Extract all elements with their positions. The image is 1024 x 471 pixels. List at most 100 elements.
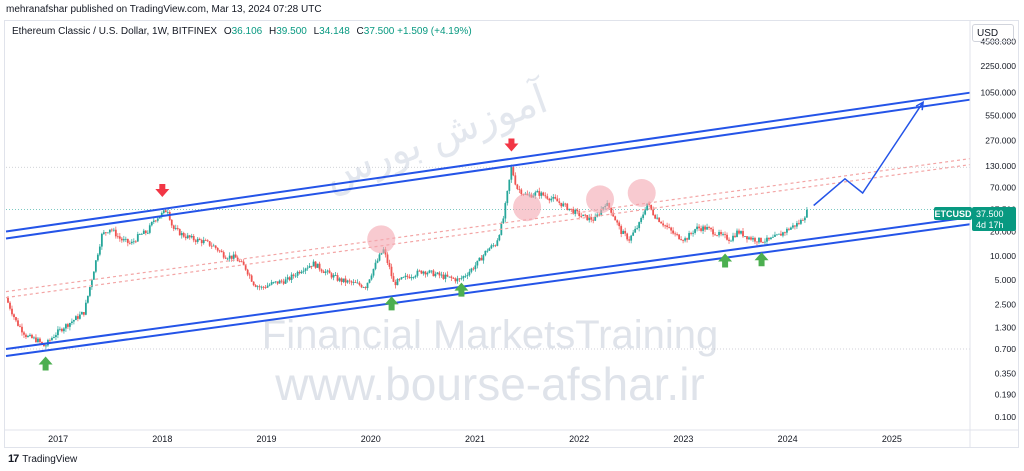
candle-body	[794, 225, 796, 227]
candle-body	[370, 275, 373, 280]
candle-body	[484, 250, 487, 256]
candle-body	[314, 261, 317, 268]
candle-body	[520, 189, 523, 195]
high-label: H	[269, 26, 277, 37]
candle-body	[680, 239, 682, 241]
candle-body	[354, 281, 357, 283]
candle-body	[390, 266, 393, 277]
y-tick-label: 0.100	[995, 412, 1017, 422]
candle-body	[426, 272, 429, 275]
candle-body	[11, 308, 13, 315]
candle-body	[45, 345, 47, 347]
price-tag-price: 37.500	[976, 209, 1004, 219]
candle-body	[478, 257, 481, 261]
candle-body	[216, 247, 219, 251]
candle-body	[564, 203, 567, 205]
candle-body	[126, 238, 129, 243]
candle-body	[640, 217, 643, 223]
low-value: 34.148	[319, 26, 350, 37]
candle-body	[556, 198, 559, 202]
candle-body	[618, 222, 621, 227]
candle-body	[432, 270, 435, 277]
candle-body	[578, 211, 581, 216]
candle-body	[430, 270, 433, 272]
candle-body	[400, 277, 403, 280]
candle-body	[546, 196, 549, 199]
candle-body	[130, 241, 133, 244]
candle-body	[182, 232, 185, 237]
candle-body	[582, 214, 585, 217]
candle-body	[782, 232, 784, 236]
candle-body	[43, 343, 45, 347]
candle-body	[414, 275, 417, 278]
candle-body	[758, 237, 760, 243]
candle-body	[450, 276, 453, 278]
y-tick-label: 270.000	[985, 135, 1016, 145]
candle-body	[422, 271, 425, 274]
candle-body	[204, 240, 207, 241]
lower-channel-line	[5, 216, 971, 350]
candle-body	[112, 229, 115, 231]
candle-body	[302, 270, 305, 272]
candle-body	[208, 241, 211, 246]
candle-body	[716, 235, 718, 237]
candle-body	[576, 209, 579, 212]
candle-body	[548, 198, 551, 201]
x-tick-label: 2020	[361, 434, 381, 444]
candle-body	[346, 280, 349, 283]
y-tick-label: 550.000	[985, 110, 1016, 120]
candle-body	[116, 236, 119, 238]
candle-body	[366, 282, 369, 289]
candle-body	[318, 263, 321, 270]
candle-body	[804, 217, 806, 221]
candle-body	[474, 265, 477, 270]
candle-body	[574, 209, 577, 214]
candle-body	[188, 235, 191, 238]
candle-body	[714, 234, 716, 236]
candle-body	[59, 328, 61, 330]
candle-body	[662, 223, 665, 226]
candle-body	[462, 276, 465, 279]
candle-body	[376, 260, 379, 263]
candle-body	[108, 229, 111, 233]
candle-body	[29, 334, 31, 336]
candle-body	[338, 278, 341, 281]
candle-body	[732, 235, 734, 241]
candle-body	[508, 179, 511, 191]
candle-body	[684, 238, 686, 241]
candle-body	[488, 248, 491, 251]
candle-body	[328, 270, 331, 274]
candle-body	[360, 284, 363, 288]
candle-body	[242, 261, 245, 266]
candle-body	[448, 276, 451, 278]
candle-body	[650, 204, 653, 210]
x-axis: 2017 2018 2019 2020 2021 2022 2023 2024 2025	[4, 429, 1019, 444]
candle-body	[690, 233, 692, 234]
candle-body	[192, 236, 195, 241]
candle-body	[356, 282, 359, 284]
candle-body	[626, 233, 629, 240]
candle-body	[752, 237, 754, 240]
candle-body	[610, 207, 613, 213]
candle-body	[92, 271, 95, 280]
candle-body	[436, 272, 439, 274]
candle-body	[146, 232, 149, 234]
candle-body	[80, 312, 83, 315]
candle-body	[766, 237, 768, 242]
candle-body	[250, 275, 253, 282]
candle-body	[79, 314, 81, 319]
candle-body	[460, 278, 463, 280]
candle-body	[198, 238, 201, 241]
candle-body	[96, 254, 99, 261]
candle-body	[152, 220, 155, 222]
candle-body	[132, 241, 135, 243]
candle-body	[342, 278, 345, 282]
currency-selector[interactable]: USD	[972, 24, 1014, 42]
candle-body	[534, 192, 537, 196]
candle-body	[39, 338, 41, 342]
candle-body	[196, 238, 199, 242]
y-tick-label: 0.190	[995, 390, 1017, 400]
candle-body	[7, 297, 9, 303]
candle-body	[67, 324, 69, 327]
